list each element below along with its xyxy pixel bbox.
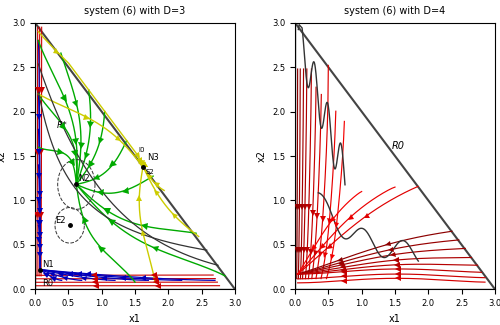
Text: E2: E2 — [55, 215, 66, 225]
Y-axis label: x2: x2 — [256, 150, 266, 162]
X-axis label: x1: x1 — [129, 314, 141, 323]
X-axis label: x1: x1 — [389, 314, 401, 323]
Y-axis label: x2: x2 — [0, 150, 6, 162]
Text: R0: R0 — [42, 279, 53, 288]
Text: N1: N1 — [42, 260, 54, 269]
Title: system (6) with D=3: system (6) with D=3 — [84, 6, 186, 17]
Text: R*: R* — [57, 121, 68, 130]
Text: I0: I0 — [138, 147, 145, 152]
Text: N3: N3 — [147, 153, 159, 162]
Title: system (6) with D=4: system (6) with D=4 — [344, 6, 446, 17]
Text: N2: N2 — [78, 174, 90, 183]
Text: R0: R0 — [392, 141, 404, 151]
Text: S2: S2 — [145, 169, 154, 175]
